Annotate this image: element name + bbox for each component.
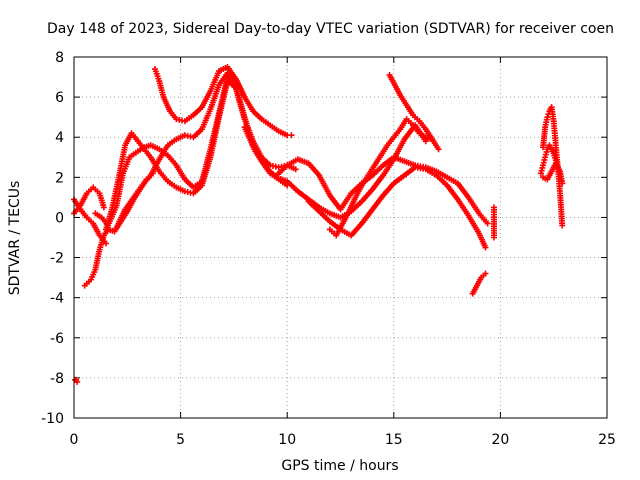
data-point bbox=[482, 244, 489, 251]
series-arc-12 bbox=[386, 72, 442, 153]
y-tick-label: 4 bbox=[55, 130, 64, 146]
series-arc-2 bbox=[71, 184, 107, 217]
series-arc-17 bbox=[540, 160, 566, 187]
y-tick-label: 0 bbox=[55, 210, 64, 226]
x-axis-label: GPS time / hours bbox=[281, 458, 398, 474]
chart-title: Day 148 of 2023, Sidereal Day-to-day VTE… bbox=[47, 21, 614, 37]
x-tick-label: 20 bbox=[491, 432, 509, 448]
data-point bbox=[435, 146, 442, 153]
y-tick-label: -8 bbox=[50, 371, 64, 387]
x-tick-label: 0 bbox=[70, 432, 79, 448]
x-tick-label: 5 bbox=[176, 432, 185, 448]
series-arc-6 bbox=[113, 70, 248, 231]
series-arc-14 bbox=[491, 204, 498, 241]
series-arc-11 bbox=[326, 116, 436, 239]
data-point bbox=[102, 240, 109, 247]
x-axis-ticks: 0 5 10 15 20 25 bbox=[70, 57, 616, 448]
y-tick-label: -2 bbox=[50, 251, 64, 267]
data-point bbox=[544, 114, 551, 121]
data-point bbox=[74, 378, 81, 385]
y-tick-label: -4 bbox=[50, 291, 64, 307]
data-point bbox=[491, 234, 498, 241]
series-arc-13 bbox=[469, 270, 489, 297]
data-point bbox=[482, 270, 489, 277]
grid bbox=[74, 57, 607, 418]
data-point bbox=[100, 204, 107, 211]
data-point bbox=[288, 132, 295, 139]
x-tick-label: 10 bbox=[278, 432, 296, 448]
data-point bbox=[559, 180, 566, 187]
y-tick-label: -6 bbox=[50, 331, 64, 347]
series-arc-9 bbox=[273, 154, 491, 227]
y-tick-label: 6 bbox=[55, 90, 64, 106]
data-points bbox=[71, 64, 566, 385]
plot-frame bbox=[73, 56, 608, 419]
y-tick-label: 8 bbox=[55, 50, 64, 66]
y-axis-ticks: -10 -8 -6 -4 -2 0 2 4 6 8 bbox=[41, 50, 607, 427]
series-arc-7 bbox=[152, 64, 295, 139]
series-arc-15 bbox=[540, 104, 566, 229]
data-point bbox=[559, 222, 566, 229]
y-tick-label: -10 bbox=[41, 411, 64, 427]
y-axis-label: SDTVAR / TECUs bbox=[7, 181, 23, 296]
x-tick-label: 25 bbox=[598, 432, 616, 448]
series-arc-10 bbox=[305, 164, 489, 251]
y-tick-label: 2 bbox=[55, 170, 64, 186]
data-point bbox=[484, 220, 491, 227]
data-point bbox=[292, 166, 299, 173]
x-tick-label: 15 bbox=[385, 432, 403, 448]
